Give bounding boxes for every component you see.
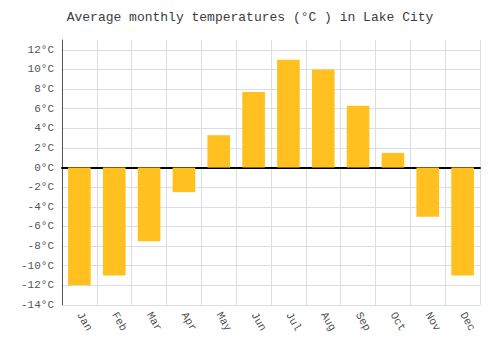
svg-text:0°C: 0°C xyxy=(34,162,54,174)
svg-text:-12°C: -12°C xyxy=(21,279,54,291)
svg-text:-4°C: -4°C xyxy=(28,201,55,213)
svg-text:10°C: 10°C xyxy=(28,63,55,75)
svg-text:8°C: 8°C xyxy=(34,83,54,95)
svg-text:Jun: Jun xyxy=(248,310,268,333)
svg-text:Mar: Mar xyxy=(144,310,164,333)
svg-text:6°C: 6°C xyxy=(34,103,54,115)
svg-text:-6°C: -6°C xyxy=(28,220,55,232)
svg-text:Sep: Sep xyxy=(353,310,373,333)
svg-text:Jan: Jan xyxy=(74,310,94,333)
svg-text:Oct: Oct xyxy=(388,310,408,333)
svg-text:12°C: 12°C xyxy=(28,44,55,56)
svg-text:Dec: Dec xyxy=(457,310,477,333)
svg-text:Apr: Apr xyxy=(179,310,199,333)
svg-text:Average monthly temperatures (: Average monthly temperatures (°C ) in La… xyxy=(67,10,434,25)
svg-text:May: May xyxy=(214,310,234,333)
svg-text:Jul: Jul xyxy=(283,310,303,333)
svg-text:Nov: Nov xyxy=(423,310,443,333)
svg-text:-2°C: -2°C xyxy=(28,181,55,193)
svg-text:4°C: 4°C xyxy=(34,122,54,134)
svg-text:2°C: 2°C xyxy=(34,142,54,154)
svg-text:Feb: Feb xyxy=(109,310,129,333)
svg-text:Aug: Aug xyxy=(318,310,338,333)
svg-text:-8°C: -8°C xyxy=(28,240,55,252)
svg-text:-10°C: -10°C xyxy=(21,260,54,272)
svg-text:-14°C: -14°C xyxy=(21,299,54,311)
